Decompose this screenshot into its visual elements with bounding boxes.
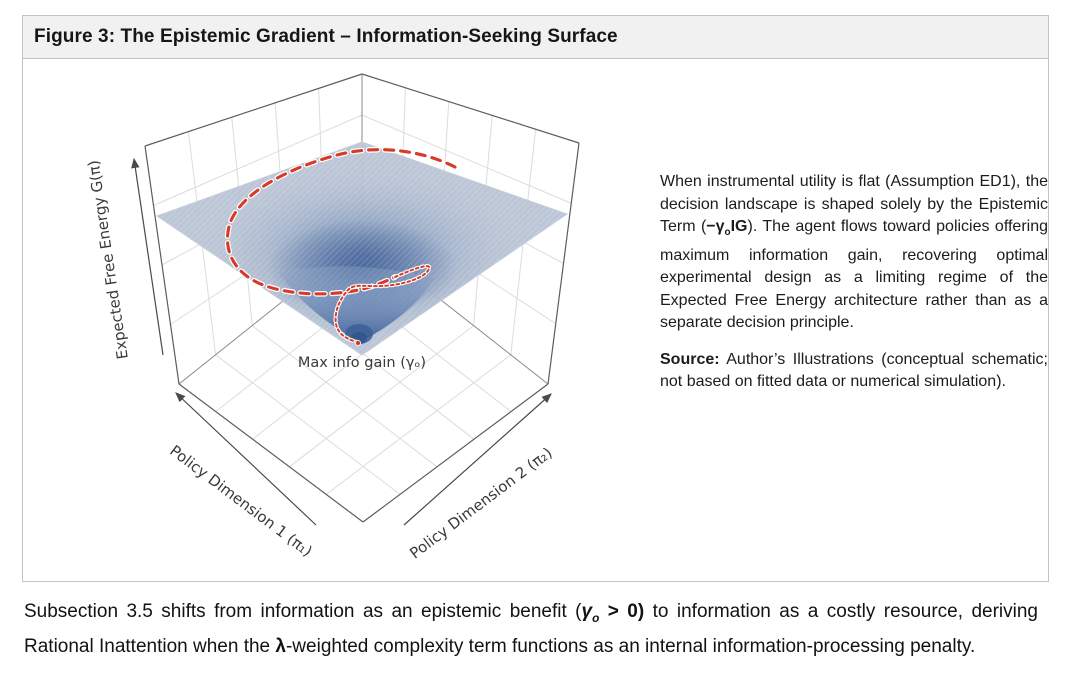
y-axis-arrow [403,393,552,526]
minimum-point-marker [354,339,361,346]
figure-panel: Figure 3: The Epistemic Gradient – Infor… [22,15,1049,582]
x-axis-arrow [175,392,317,526]
box-front-edges [144,73,580,523]
figure-source-note: Source: Author’s Illustrations (conceptu… [660,350,1048,391]
gradient-descent-spiral [224,146,458,346]
efe-surface-plot: Expected Free Energy G(π) Policy Dimensi… [84,73,580,562]
z-axis-arrow [131,157,164,356]
axis-arrows [131,157,552,526]
z-axis-label: Expected Free Energy G(π) [84,159,132,360]
x-axis-label: Policy Dimension 1 (π₁) [166,442,315,561]
figure-title-bar: Figure 3: The Epistemic Gradient – Infor… [23,16,1048,59]
body-paragraph: Subsection 3.5 shifts from information a… [24,601,1038,657]
min-annotation-label: Max info gain (γₒ) [298,355,426,371]
figure-body: Expected Free Energy G(π) Policy Dimensi… [23,59,1048,581]
figure-side-text: When instrumental utility is flat (Assum… [660,171,1048,394]
figure-title: Figure 3: The Epistemic Gradient – Infor… [34,26,618,47]
figure-commentary: When instrumental utility is flat (Assum… [660,173,1048,332]
